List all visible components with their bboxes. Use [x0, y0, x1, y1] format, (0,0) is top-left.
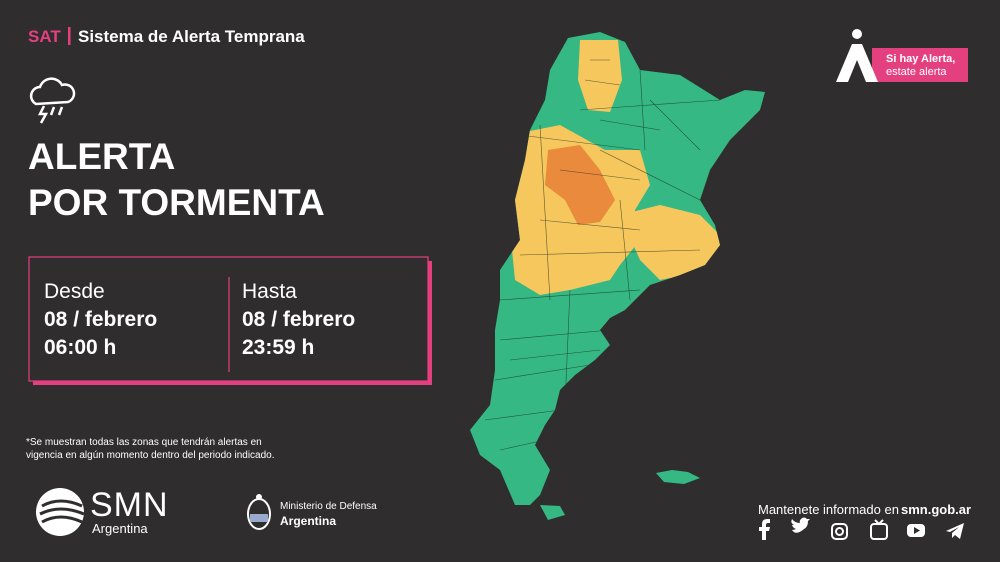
twitter-icon[interactable]	[791, 517, 810, 533]
separator	[68, 27, 71, 45]
instagram-icon[interactable]	[831, 523, 848, 540]
igtv-icon[interactable]	[870, 523, 888, 540]
smn-logo	[36, 488, 85, 536]
to-date: 08 / febrero	[242, 308, 356, 331]
to-label: Hasta	[242, 280, 297, 303]
ministry-shield	[247, 494, 271, 530]
smn-name: SMN	[90, 486, 169, 524]
zone-yellow	[620, 205, 725, 280]
program: SAT	[28, 27, 61, 46]
facebook-icon[interactable]	[759, 519, 770, 540]
zone-yellow	[578, 40, 622, 112]
map	[470, 32, 765, 520]
alert-badge	[836, 29, 968, 82]
island	[540, 505, 565, 520]
alert-title: ALERTA	[28, 136, 176, 177]
zone-orange	[545, 145, 615, 225]
zone-green	[470, 32, 765, 505]
badge-line: estate alerta	[886, 66, 947, 78]
footer-text: Mantenete informado en	[758, 502, 899, 517]
from-date: 08 / febrero	[44, 308, 158, 331]
to-time: 23:59 h	[242, 336, 315, 359]
storm-icon	[29, 77, 76, 124]
ministry-name: Ministerio de Defensa	[280, 501, 377, 512]
footnote: vigencia en algún momento dentro del per…	[26, 450, 275, 461]
ministry-country: Argentina	[280, 514, 337, 528]
telegram-icon[interactable]	[946, 523, 964, 539]
badge-line: Si hay Alerta,	[886, 53, 956, 65]
from-time: 06:00 h	[44, 336, 117, 359]
alert-title: POR TORMENTA	[28, 182, 325, 223]
footer-link[interactable]: smn.gob.ar	[901, 502, 972, 517]
falklands	[656, 470, 700, 484]
footnote: *Se muestran todas las zonas que tendrán…	[26, 437, 262, 448]
from-label: Desde	[44, 280, 105, 303]
smn-country: Argentina	[92, 521, 148, 536]
social-icons	[759, 517, 964, 540]
system-name: Sistema de Alerta Temprana	[78, 27, 305, 46]
